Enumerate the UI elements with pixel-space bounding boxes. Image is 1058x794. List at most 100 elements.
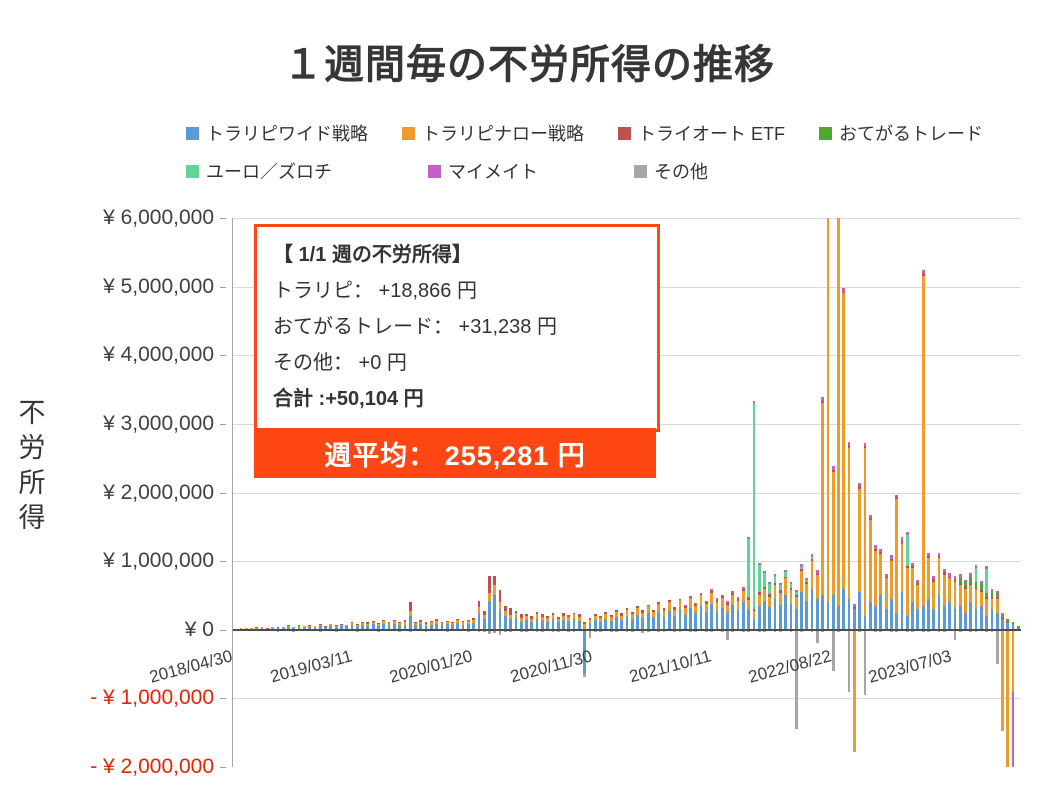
bar-segment	[541, 616, 544, 621]
bar-segment	[837, 629, 840, 632]
bar-segment	[763, 600, 766, 630]
legend-row-2: ユーロ／ズロチ マイメイト その他	[186, 158, 1026, 184]
bar-segment	[757, 562, 761, 565]
bar-segment	[694, 602, 698, 604]
bar-segment	[921, 276, 925, 606]
bar-segment	[985, 566, 988, 569]
bar-segment	[726, 602, 729, 606]
bar-segment	[604, 613, 608, 619]
bar-segment	[652, 611, 655, 618]
gridline	[233, 492, 1021, 494]
bar-segment	[847, 445, 851, 448]
bar-segment	[826, 602, 830, 630]
bar-segment	[752, 401, 756, 404]
bar-segment	[916, 579, 920, 584]
bar-segment	[985, 569, 988, 594]
bar-segment	[990, 629, 994, 632]
bar-segment	[773, 573, 777, 577]
bar-segment	[641, 629, 645, 633]
bar-segment	[752, 609, 756, 612]
bar-segment	[768, 594, 772, 597]
bar-segment	[789, 589, 793, 604]
bar-segment	[456, 620, 460, 624]
bar-segment	[752, 619, 756, 630]
bar-segment	[699, 605, 703, 630]
bar-segment	[551, 629, 555, 633]
y-axis-tick	[220, 767, 226, 768]
bar-segment	[821, 403, 825, 596]
bar-segment	[911, 629, 914, 632]
bar-segment	[1006, 629, 1010, 767]
bar-segment	[958, 577, 962, 584]
y-axis-tick	[220, 355, 226, 357]
bar-segment	[710, 590, 713, 593]
bar-segment	[281, 627, 285, 628]
bar-segment	[932, 575, 936, 580]
bar-segment	[371, 620, 375, 623]
bar-segment	[615, 612, 618, 618]
legend-swatch-icon	[618, 126, 631, 140]
bar-segment	[932, 609, 936, 630]
bar-segment	[964, 586, 967, 589]
gridline	[233, 698, 1021, 700]
bar-segment	[377, 625, 380, 630]
bar-segment	[895, 497, 899, 500]
bar-segment	[837, 218, 840, 606]
bar-segment	[784, 595, 788, 630]
bar-segment	[863, 447, 867, 617]
bar-segment	[736, 600, 740, 610]
bar-segment	[646, 629, 650, 632]
bar-segment	[720, 598, 724, 608]
bar-segment	[593, 629, 597, 633]
bar-segment	[810, 588, 814, 630]
gridline	[233, 561, 1021, 563]
bar-segment	[266, 627, 269, 629]
bar-segment	[842, 588, 846, 630]
bar-segment	[942, 572, 946, 575]
bar-segment	[895, 499, 899, 613]
bar-segment	[974, 582, 978, 587]
bar-segment	[874, 548, 877, 551]
y-axis-label: - ¥ 1,000,000	[90, 686, 214, 710]
bar-segment	[646, 606, 650, 614]
legend-label: マイメイト	[448, 162, 538, 182]
bar-segment	[768, 596, 772, 608]
bar-segment	[525, 615, 528, 621]
bar-segment	[657, 611, 661, 630]
bar-segment	[890, 629, 893, 633]
bar-segment	[620, 620, 624, 630]
bar-segment	[488, 600, 491, 630]
bar-segment	[398, 623, 401, 626]
bar-segment	[874, 629, 877, 633]
bar-segment	[752, 403, 756, 610]
bar-segment	[726, 605, 729, 613]
bar-segment	[667, 610, 671, 630]
bar-segment	[583, 624, 587, 630]
bar-segment	[879, 595, 883, 630]
bar-segment	[905, 629, 909, 633]
bar-segment	[964, 582, 967, 587]
bar-segment	[1001, 619, 1004, 630]
bar-segment	[763, 573, 766, 587]
bar-segment	[541, 613, 544, 617]
bar-segment	[969, 602, 973, 630]
legend-swatch-icon	[428, 164, 441, 178]
bar-segment	[387, 621, 391, 623]
bar-segment	[810, 629, 814, 633]
bar-segment	[969, 585, 973, 603]
bar-segment	[604, 618, 608, 630]
bar-segment	[350, 625, 354, 630]
bar-segment	[985, 593, 988, 598]
bar-segment	[704, 604, 708, 612]
bar-segment	[519, 629, 523, 633]
bar-segment	[789, 629, 793, 633]
bar-segment	[778, 584, 782, 591]
bar-segment	[990, 609, 994, 630]
bar-segment	[593, 613, 597, 616]
bar-segment	[567, 629, 571, 633]
bar-segment	[662, 616, 666, 630]
bar-segment	[842, 293, 846, 589]
bar-segment	[847, 447, 851, 599]
bar-segment	[837, 605, 840, 630]
